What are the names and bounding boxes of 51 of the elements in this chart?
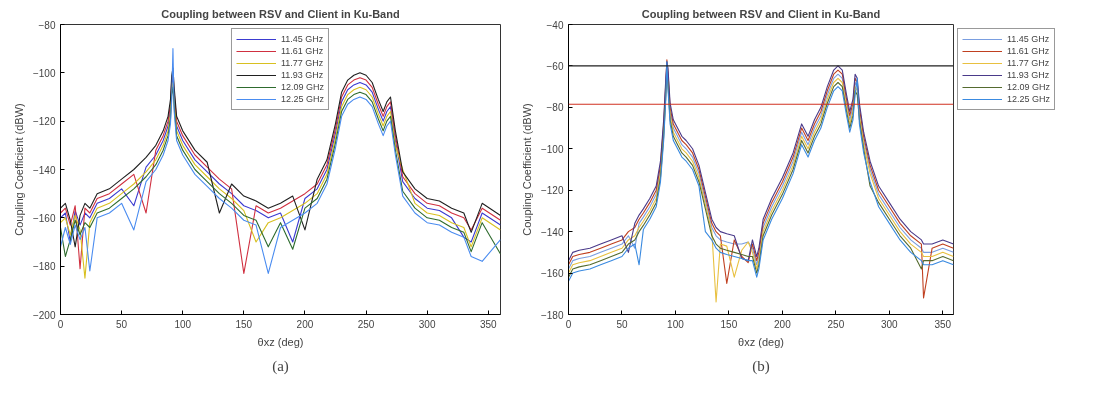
x-tick-label: 200 [774,318,792,330]
y-tick-label: −120 [540,185,564,197]
y-tick-label: −180 [540,309,564,321]
y-tick-label: −140 [540,226,564,238]
legend-label: 12.25 GHz [1007,93,1051,105]
y-axis-title: Coupling Coefficient (dBW) [520,103,533,236]
legend-label: 11.61 GHz [280,45,324,57]
x-axis-title: θxz (deg) [738,335,784,348]
y-tick-label: −40 [546,19,564,31]
y-tick-label: −100 [32,67,56,79]
y-tick-label: −80 [38,19,56,31]
legend-label: 11.45 GHz [1007,33,1050,45]
x-tick-label: 250 [827,318,845,330]
y-tick-label: −80 [546,102,564,114]
legend-label: 11.93 GHz [1007,69,1050,81]
legend-label: 11.93 GHz [280,69,324,81]
text: (a) [272,357,289,375]
legend-label: 11.61 GHz [1007,45,1050,57]
chart-title: Coupling between RSV and Client in Ku-Band [161,7,400,20]
x-tick-label: 50 [116,318,128,330]
x-tick-label: 300 [418,318,436,330]
legend-label: 12.25 GHz [280,93,325,105]
legend-label: 11.77 GHz [1007,57,1050,69]
x-tick-label: 0 [57,318,64,330]
legend-label: 11.77 GHz [280,57,324,69]
x-tick-label: 100 [667,318,685,330]
y-tick-label: −100 [540,143,564,155]
y-tick-label: −120 [32,116,56,128]
y-tick-label: −60 [546,60,564,72]
y-tick-label: −180 [32,261,56,273]
legend-label: 11.45 GHz [280,33,324,45]
y-tick-label: −160 [540,268,564,280]
y-axis-title: Coupling Coefficient (dBW) [12,103,25,236]
x-tick-label: 300 [880,318,899,330]
x-tick-label: 100 [174,318,192,330]
x-axis-title: θxz (deg) [257,335,304,348]
y-tick-label: −200 [32,309,56,321]
text: (b) [752,357,770,375]
chart-title: Coupling between RSV and Client in Ku-Band [641,7,881,20]
x-tick-label: 350 [934,318,952,330]
x-tick-label: 0 [565,318,572,330]
x-tick-label: 250 [357,318,375,330]
legend-label: 12.09 GHz [1007,81,1051,93]
y-tick-label: −160 [32,212,56,224]
x-tick-label: 150 [235,318,253,330]
x-tick-label: 50 [616,318,628,330]
x-tick-label: 200 [296,318,314,330]
y-tick-label: −140 [32,164,56,176]
x-tick-label: 150 [720,318,738,330]
x-tick-label: 350 [479,318,498,330]
legend-label: 12.09 GHz [280,81,325,93]
